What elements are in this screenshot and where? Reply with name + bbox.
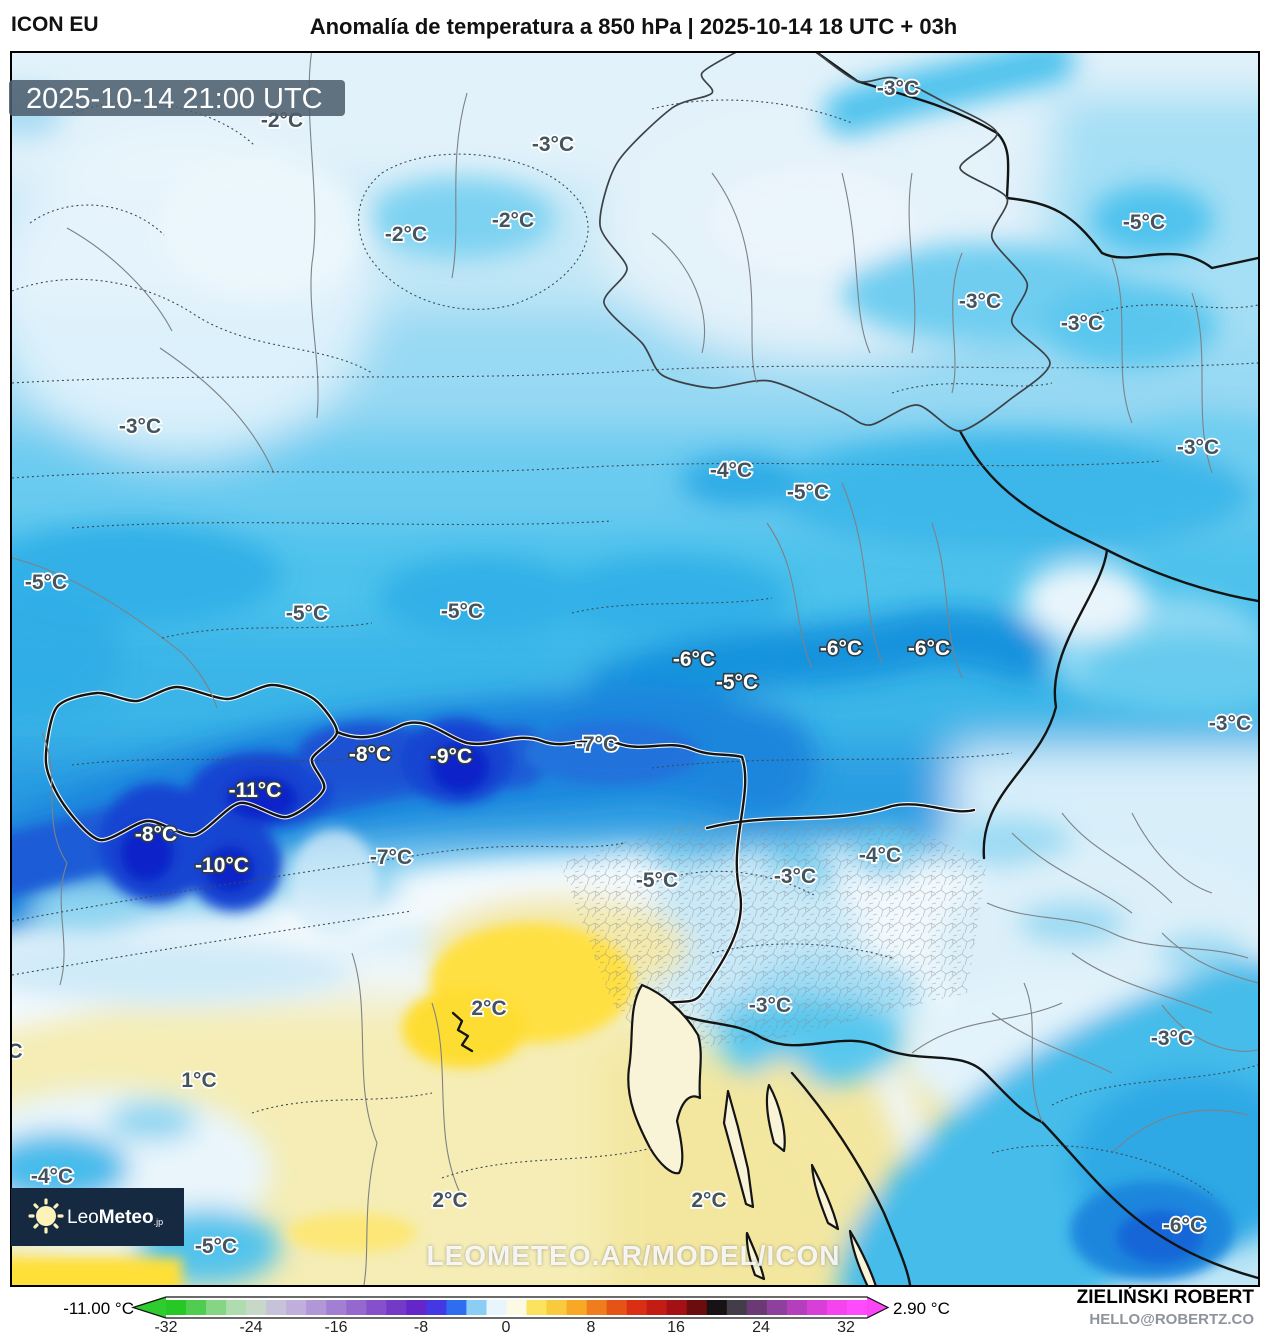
svg-text:-6°C: -6°C [908,637,950,660]
svg-text:-8°C: -8°C [135,823,177,846]
svg-text:-9°C: -9°C [430,745,472,768]
svg-text:-8°C: -8°C [349,743,391,766]
svg-text:2°C: 2°C [471,997,506,1020]
svg-text:-5°C: -5°C [636,869,678,892]
svg-text:-4°C: -4°C [31,1165,73,1188]
svg-text:-3°C: -3°C [119,415,161,438]
svg-text:-3°C: -3°C [877,77,919,100]
svg-text:-4°C: -4°C [859,844,901,867]
svg-text:-3°C: -3°C [1209,712,1251,735]
svg-text:2°C: 2°C [12,1040,23,1063]
svg-text:-10°C: -10°C [195,854,249,877]
svg-text:-3°C: -3°C [532,133,574,156]
svg-text:-3°C: -3°C [1177,436,1219,459]
svg-text:-5°C: -5°C [787,481,829,504]
svg-text:-3°C: -3°C [749,994,791,1017]
svg-text:-5°C: -5°C [195,1235,237,1258]
svg-text:-3°C: -3°C [774,865,816,888]
svg-text:-11°C: -11°C [229,779,282,802]
svg-text:-2°C: -2°C [492,209,534,232]
svg-text:-3°C: -3°C [959,290,1001,313]
svg-text:-5°C: -5°C [716,671,758,694]
svg-text:-2°C: -2°C [385,223,427,246]
svg-text:2°C: 2°C [691,1189,726,1212]
svg-text:-5°C: -5°C [25,571,67,594]
svg-text:-6°C: -6°C [1163,1214,1205,1237]
svg-text:-5°C: -5°C [1123,211,1165,234]
svg-text:-6°C: -6°C [673,648,715,671]
svg-text:-6°C: -6°C [820,637,862,660]
svg-text:2°C: 2°C [432,1189,467,1212]
svg-text:1°C: 1°C [181,1069,216,1092]
svg-text:-5°C: -5°C [441,600,483,623]
svg-text:-7°C: -7°C [576,733,618,756]
svg-text:-5°C: -5°C [286,602,328,625]
svg-text:-4°C: -4°C [710,459,752,482]
svg-text:LeoMeteo.jp: LeoMeteo.jp [67,1207,163,1228]
svg-text:-7°C: -7°C [370,846,412,869]
svg-text:-3°C: -3°C [1061,312,1103,335]
svg-text:-3°C: -3°C [1151,1027,1193,1050]
